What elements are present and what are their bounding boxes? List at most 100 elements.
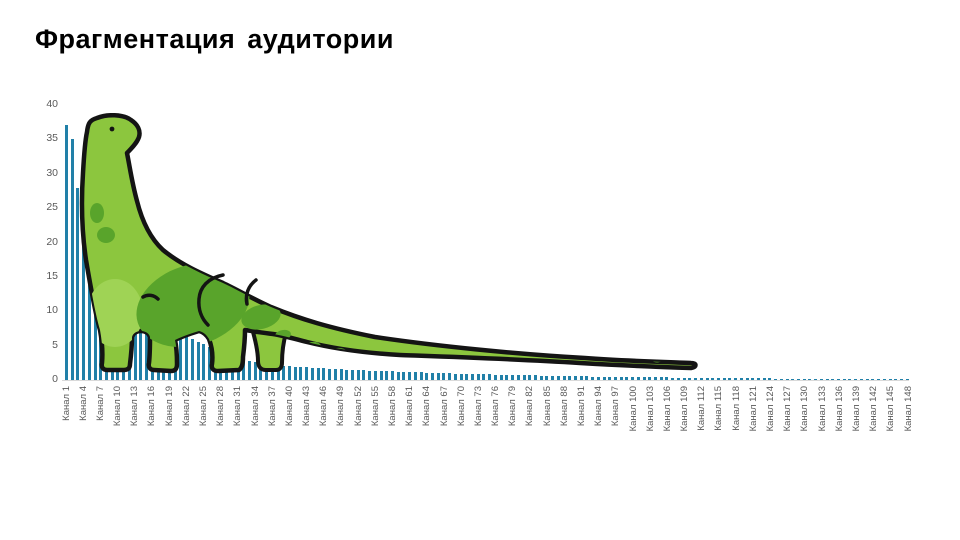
x-tick-label: Канал 112 bbox=[696, 386, 708, 431]
x-tick-label: Канал 49 bbox=[335, 386, 347, 427]
bar bbox=[419, 372, 423, 380]
bar bbox=[568, 376, 572, 380]
x-tick-label: Канал 76 bbox=[490, 386, 502, 427]
x-tick-label: Канал 37 bbox=[266, 386, 278, 427]
bar bbox=[585, 376, 589, 380]
x-tick-label: Канал 115 bbox=[713, 386, 725, 431]
bar bbox=[453, 373, 457, 380]
x-tick-label: Канал 34 bbox=[249, 386, 261, 427]
y-tick-label: 10 bbox=[46, 304, 58, 317]
bar bbox=[842, 378, 846, 380]
bar bbox=[751, 378, 755, 380]
x-axis-labels: Канал 1 Канал 4 Канал 7 Канал 10 Канал 13 Кан… bbox=[61, 386, 914, 462]
bar bbox=[654, 377, 658, 380]
bar bbox=[762, 378, 766, 380]
bar bbox=[837, 378, 841, 380]
x-tick-label: Канал 79 bbox=[507, 386, 519, 427]
bar bbox=[288, 366, 292, 380]
bar bbox=[145, 322, 149, 380]
x-tick-label: Канал 130 bbox=[799, 386, 811, 432]
x-tick-label: Канал 103 bbox=[644, 386, 656, 432]
bar bbox=[385, 371, 389, 380]
bar bbox=[368, 370, 372, 380]
bar bbox=[688, 377, 692, 380]
y-tick-label: 0 bbox=[52, 373, 58, 385]
x-tick-label: Канал 13 bbox=[129, 386, 141, 427]
bar bbox=[488, 374, 492, 380]
bar bbox=[722, 378, 726, 380]
bar bbox=[802, 378, 806, 380]
bar bbox=[648, 377, 652, 380]
bar bbox=[459, 373, 463, 380]
bar bbox=[390, 371, 394, 380]
x-tick-label: Канал 61 bbox=[404, 386, 416, 427]
x-tick-label: Канал 142 bbox=[868, 386, 880, 432]
bar bbox=[528, 375, 532, 380]
x-tick-label: Канал 46 bbox=[318, 386, 330, 427]
bar bbox=[768, 378, 772, 380]
bar bbox=[436, 373, 440, 380]
x-tick-label: Канал 40 bbox=[283, 386, 295, 427]
bar bbox=[877, 379, 881, 380]
bar bbox=[591, 376, 595, 380]
bar bbox=[699, 377, 703, 380]
x-tick-label: Канал 58 bbox=[386, 386, 398, 427]
bar bbox=[711, 377, 715, 380]
x-tick-label: Канал 64 bbox=[421, 386, 433, 427]
bar bbox=[362, 370, 366, 380]
bar bbox=[734, 378, 738, 380]
x-tick-label: Канал 1 bbox=[60, 386, 72, 421]
bar bbox=[482, 374, 486, 380]
bar bbox=[350, 369, 354, 380]
bar bbox=[408, 371, 412, 380]
dino-spots bbox=[87, 203, 662, 363]
bar bbox=[779, 378, 783, 380]
bar bbox=[511, 374, 515, 380]
bar bbox=[716, 378, 720, 380]
bar bbox=[133, 315, 137, 380]
x-tick-label: Канал 145 bbox=[885, 386, 897, 432]
bar bbox=[831, 378, 835, 380]
bar bbox=[196, 341, 200, 380]
bar bbox=[905, 379, 909, 380]
x-tick-label: Канал 118 bbox=[730, 386, 742, 431]
bar bbox=[659, 377, 663, 380]
bar bbox=[756, 378, 760, 380]
x-tick-label: Канал 88 bbox=[558, 386, 570, 427]
bar bbox=[253, 362, 257, 380]
x-tick-label: Канал 7 bbox=[94, 386, 106, 421]
bar bbox=[642, 377, 646, 380]
x-tick-label: Канал 124 bbox=[765, 386, 777, 432]
x-tick-label: Канал 82 bbox=[524, 386, 536, 427]
x-tick-label: Канал 43 bbox=[301, 386, 313, 427]
bar bbox=[190, 338, 194, 380]
bar bbox=[602, 376, 606, 380]
dinosaur-overlay bbox=[75, 113, 700, 377]
bar bbox=[596, 376, 600, 380]
bar bbox=[774, 378, 778, 380]
bar bbox=[179, 333, 183, 380]
bar bbox=[259, 362, 263, 380]
bar bbox=[396, 371, 400, 380]
x-tick-label: Канал 136 bbox=[833, 386, 845, 432]
bar bbox=[379, 370, 383, 380]
y-tick-label: 40 bbox=[46, 98, 58, 110]
x-tick-label: Канал 148 bbox=[902, 386, 914, 432]
x-tick-label: Канал 73 bbox=[472, 386, 484, 427]
bar bbox=[551, 375, 555, 380]
bar bbox=[671, 377, 675, 380]
x-axis-line bbox=[62, 380, 909, 381]
bar bbox=[402, 371, 406, 380]
x-tick-label: Канал 28 bbox=[215, 386, 227, 427]
bar bbox=[614, 376, 617, 380]
bar bbox=[339, 369, 343, 380]
bar bbox=[333, 369, 337, 380]
bar bbox=[476, 374, 480, 380]
bar bbox=[556, 375, 560, 380]
bar bbox=[676, 377, 680, 380]
bar bbox=[431, 372, 434, 380]
y-tick-label: 15 bbox=[46, 269, 58, 282]
bar bbox=[499, 374, 503, 380]
dino-eye bbox=[109, 126, 115, 132]
